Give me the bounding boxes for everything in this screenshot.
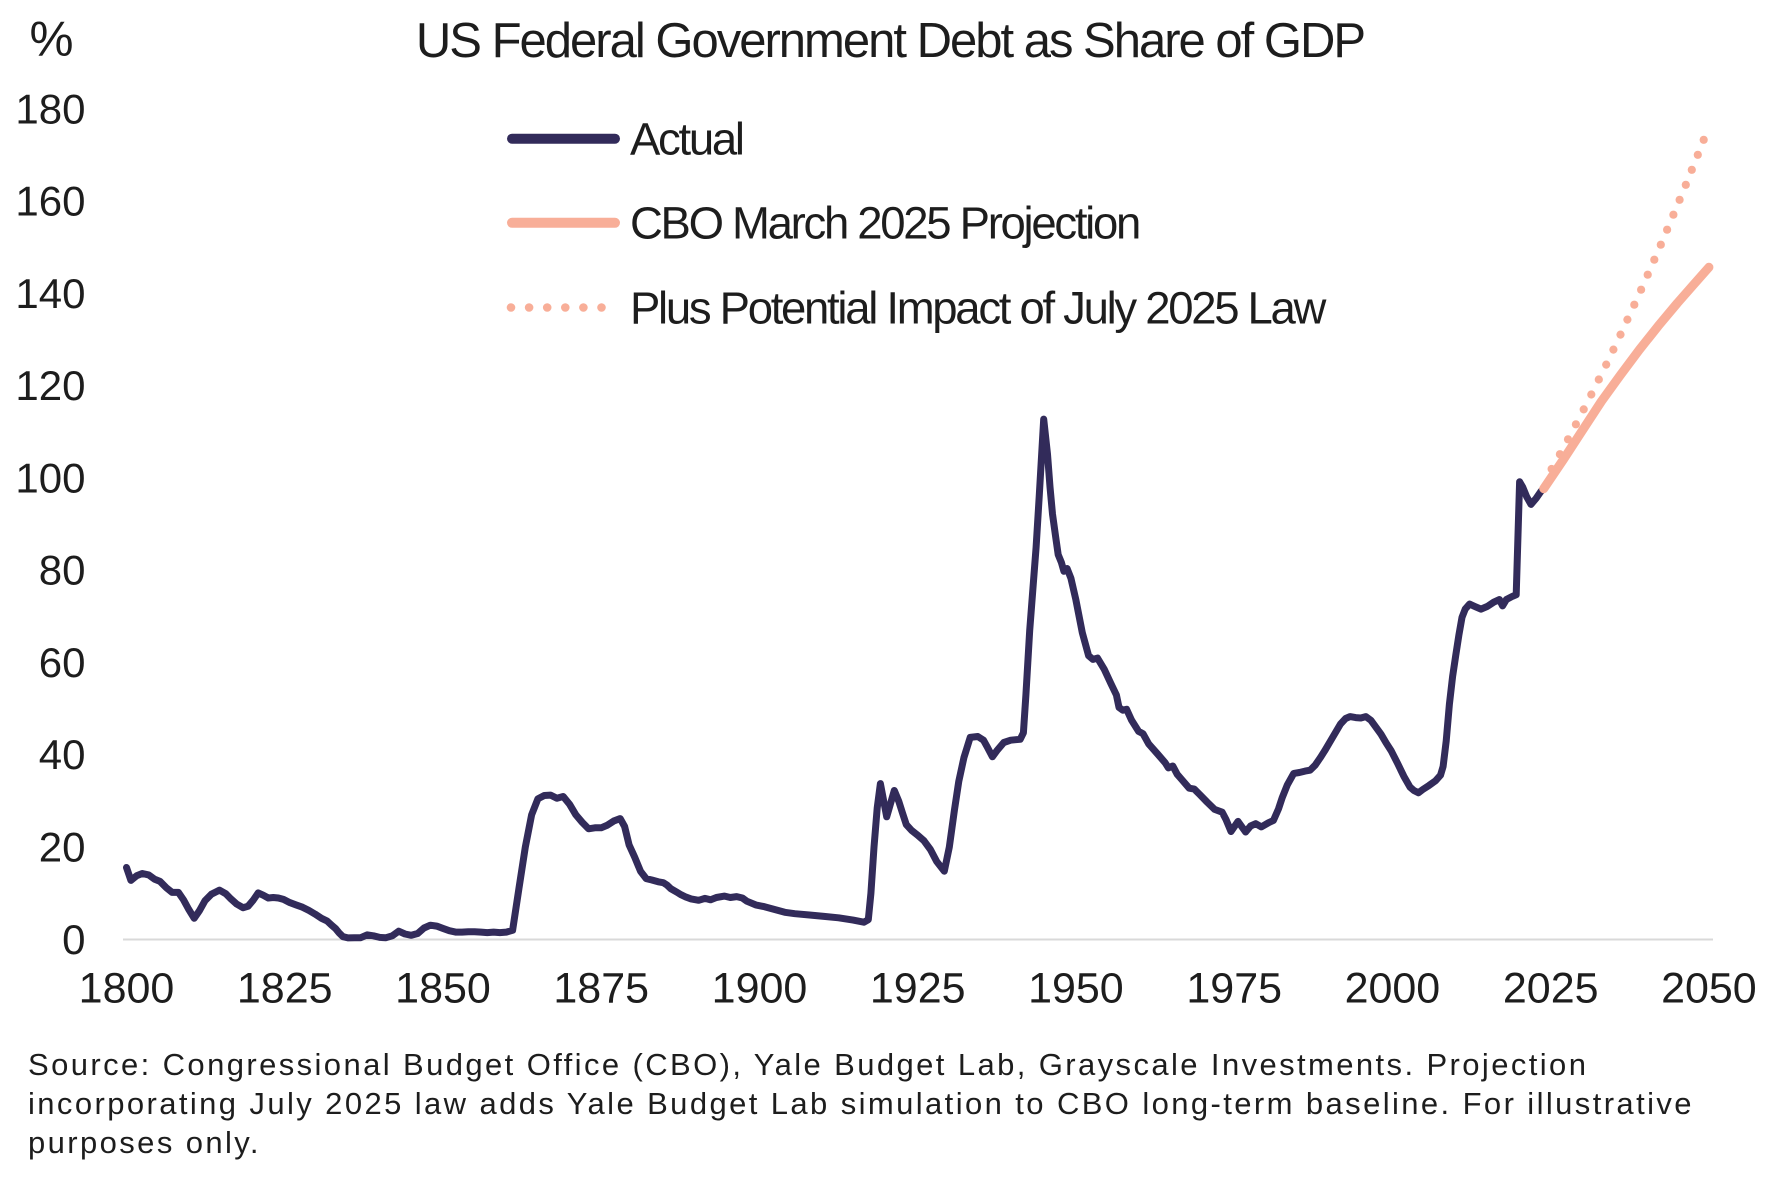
svg-text:Actual: Actual [630,114,743,165]
svg-text:60: 60 [39,639,86,686]
svg-text:140: 140 [15,270,85,317]
svg-text:purposes only.: purposes only. [28,1125,261,1160]
svg-text:2000: 2000 [1345,965,1441,1013]
svg-text:1825: 1825 [237,965,333,1013]
svg-text:CBO March 2025 Projection: CBO March 2025 Projection [630,198,1139,249]
svg-text:1900: 1900 [712,965,808,1013]
svg-text:0: 0 [62,916,85,963]
svg-text:1975: 1975 [1186,965,1282,1013]
svg-text:1875: 1875 [553,965,649,1013]
svg-text:120: 120 [15,362,85,409]
svg-text:1850: 1850 [395,965,491,1013]
svg-text:180: 180 [15,85,85,132]
svg-text:incorporating July 2025 law ad: incorporating July 2025 law adds Yale Bu… [28,1086,1694,1121]
svg-text:160: 160 [15,178,85,225]
svg-text:1925: 1925 [870,965,966,1013]
svg-text:2025: 2025 [1503,965,1599,1013]
svg-text:2050: 2050 [1661,965,1757,1013]
svg-text:100: 100 [15,454,85,501]
svg-text:%: % [29,12,73,67]
svg-text:80: 80 [39,547,86,594]
svg-text:US Federal Government Debt as: US Federal Government Debt as Share of G… [416,14,1364,68]
svg-text:Plus Potential Impact of July: Plus Potential Impact of July 2025 Law [630,283,1327,334]
svg-text:20: 20 [39,824,86,871]
svg-text:1950: 1950 [1028,965,1124,1013]
svg-text:Source: Congressional Budget O: Source: Congressional Budget Office (CBO… [28,1047,1588,1082]
svg-text:1800: 1800 [79,965,175,1013]
svg-text:40: 40 [39,731,86,778]
